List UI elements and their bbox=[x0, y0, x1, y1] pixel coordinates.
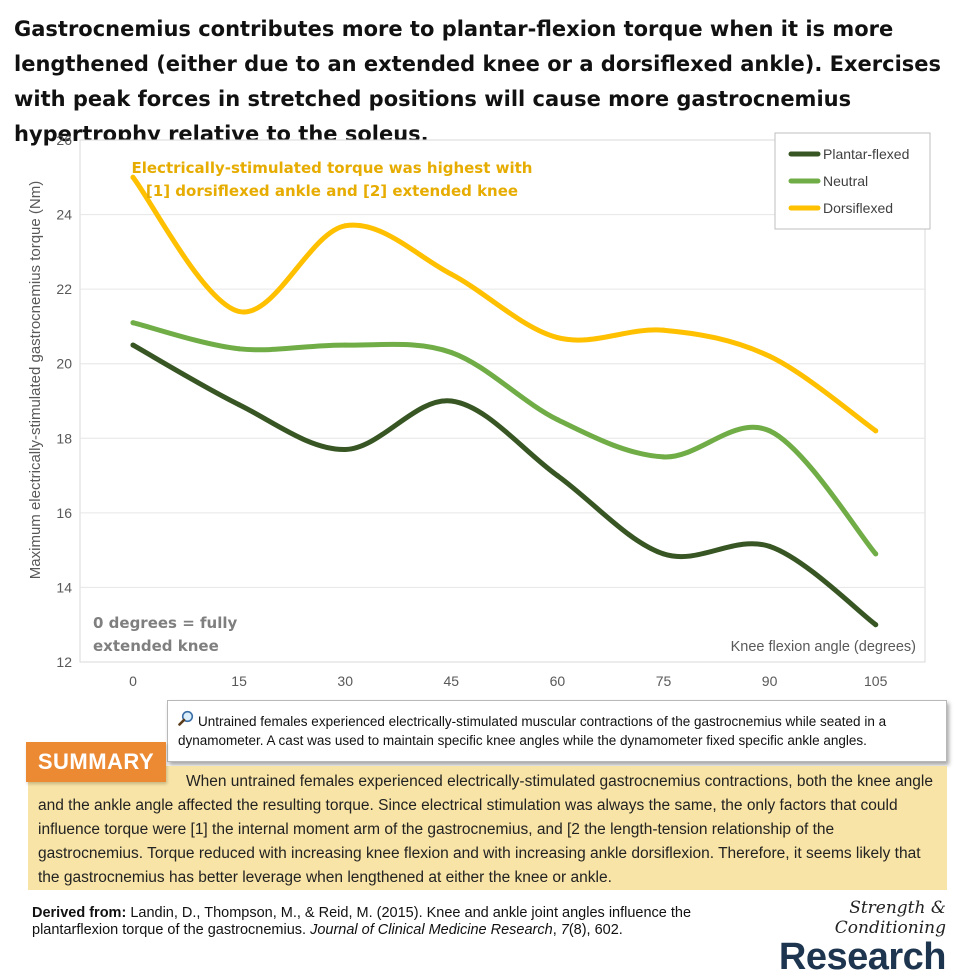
citation-pages: (8), 602. bbox=[568, 922, 623, 938]
corner-note-line1: 0 degrees = fully bbox=[93, 614, 237, 632]
x-tick-label-0: 0 bbox=[129, 673, 137, 689]
study-note: Untrained females experienced electrical… bbox=[167, 700, 947, 762]
x-tick-label-15: 15 bbox=[231, 673, 247, 689]
x-tick-label-45: 45 bbox=[444, 673, 460, 689]
citation-text: Landin, D., Thompson, M., & Reid, M. (20… bbox=[32, 905, 692, 938]
data-point-neutral-105 bbox=[873, 551, 879, 557]
summary-box: When untrained females experienced elect… bbox=[28, 766, 947, 890]
x-tick-label-90: 90 bbox=[762, 673, 778, 689]
y-tick-label-16: 16 bbox=[56, 505, 72, 521]
y-tick-label-22: 22 bbox=[56, 281, 72, 297]
annotation-title-line1: Electrically-stimulated torque was highe… bbox=[132, 159, 533, 177]
brand-name: Research bbox=[778, 936, 947, 978]
y-tick-label-26: 26 bbox=[56, 132, 72, 148]
y-tick-label-24: 24 bbox=[56, 207, 72, 223]
headline: Gastrocnemius contributes more to planta… bbox=[14, 17, 942, 146]
x-tick-label-30: 30 bbox=[337, 673, 353, 689]
study-note-text: Untrained females experienced electrical… bbox=[178, 714, 887, 748]
data-point-dorsiflexed-30 bbox=[342, 223, 348, 229]
y-tick-label-14: 14 bbox=[56, 579, 72, 595]
annotation-title-line2: [1] dorsiflexed ankle and [2] extended k… bbox=[146, 182, 518, 200]
x-tick-label-105: 105 bbox=[864, 673, 888, 689]
data-point-plantar-flexed-0 bbox=[130, 342, 136, 348]
series-line-plantar-flexed bbox=[130, 342, 879, 628]
x-tick-label-60: 60 bbox=[550, 673, 566, 689]
legend-label-neutral: Neutral bbox=[823, 173, 868, 189]
data-point-plantar-flexed-45 bbox=[448, 398, 454, 404]
data-point-dorsiflexed-15 bbox=[236, 309, 242, 315]
data-point-plantar-flexed-105 bbox=[873, 622, 879, 628]
legend-label-plantar-flexed: Plantar-flexed bbox=[823, 146, 909, 162]
legend-label-dorsiflexed: Dorsiflexed bbox=[823, 200, 893, 216]
data-point-neutral-15 bbox=[236, 346, 242, 352]
data-point-dorsiflexed-105 bbox=[873, 428, 879, 434]
y-axis-label: Maximum electrically-stimulated gastrocn… bbox=[27, 181, 44, 579]
data-point-neutral-90 bbox=[767, 428, 773, 434]
brand-script: Strength & Conditioning bbox=[834, 898, 946, 938]
data-point-plantar-flexed-30 bbox=[342, 446, 348, 452]
y-tick-label-20: 20 bbox=[56, 356, 72, 372]
magnifier-icon bbox=[178, 710, 194, 731]
data-point-neutral-75 bbox=[661, 454, 666, 460]
citation-journal: Journal of Clinical Medicine Research bbox=[310, 922, 553, 938]
corner-note-line2: extended knee bbox=[93, 637, 219, 655]
data-point-dorsiflexed-90 bbox=[767, 353, 773, 359]
x-tick-label-75: 75 bbox=[656, 673, 672, 689]
citation: Derived from: Landin, D., Thompson, M., … bbox=[32, 905, 692, 938]
data-point-neutral-45 bbox=[448, 350, 454, 356]
citation-label: Derived from: bbox=[32, 905, 127, 921]
data-point-dorsiflexed-0 bbox=[130, 174, 136, 180]
summary-label: SUMMARY bbox=[26, 742, 166, 782]
y-tick-label-18: 18 bbox=[56, 430, 72, 446]
summary-text: When untrained females experienced elect… bbox=[38, 773, 933, 886]
data-point-plantar-flexed-90 bbox=[767, 543, 773, 549]
data-point-neutral-0 bbox=[130, 320, 136, 326]
torque-line-chart: 12 14 16 18 20 22 24 26 0 15 30 45 60 75 90 105 Maximu… bbox=[27, 132, 931, 689]
data-point-plantar-flexed-15 bbox=[236, 402, 242, 408]
data-point-dorsiflexed-75 bbox=[661, 327, 666, 333]
data-point-dorsiflexed-45 bbox=[448, 271, 454, 277]
data-point-neutral-60 bbox=[554, 417, 560, 423]
x-axis-label: Knee flexion angle (degrees) bbox=[731, 639, 916, 655]
y-tick-label-12: 12 bbox=[56, 654, 72, 670]
brand-logo: Strength & Conditioning Research bbox=[756, 898, 947, 978]
data-point-plantar-flexed-75 bbox=[661, 551, 666, 557]
data-point-dorsiflexed-60 bbox=[554, 335, 560, 341]
citation-volume: 7 bbox=[560, 922, 569, 938]
legend: Plantar-flexed Neutral Dorsiflexed bbox=[774, 132, 931, 230]
data-point-plantar-flexed-60 bbox=[554, 473, 560, 479]
data-point-neutral-30 bbox=[342, 342, 348, 348]
